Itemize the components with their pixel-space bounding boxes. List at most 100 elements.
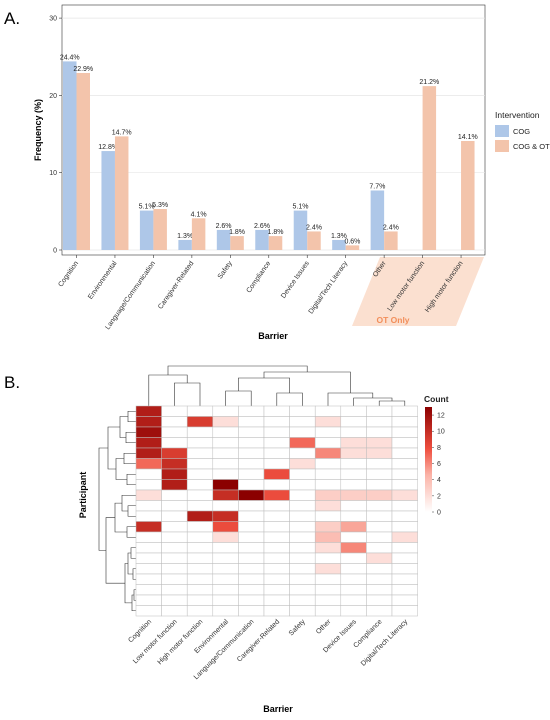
bar-cog-device-issues bbox=[293, 210, 308, 250]
heatmap-cell bbox=[314, 573, 342, 585]
dendrogram-branch bbox=[132, 568, 136, 580]
heatmap-cell bbox=[186, 500, 214, 512]
heatmap-cell bbox=[186, 573, 214, 585]
bar-cog-ot-caregiver-related bbox=[191, 218, 206, 250]
x-tick-label-digital-tech-literacy: Digital/Tech Literacy bbox=[308, 260, 350, 316]
heatmap-cell bbox=[366, 416, 393, 428]
heatmap-cell bbox=[314, 542, 342, 554]
dendrogram-branch bbox=[127, 552, 133, 575]
x-tick-label-compliance: Compliance bbox=[245, 260, 272, 294]
heatmap-cell bbox=[212, 605, 239, 617]
heatmap-cell bbox=[135, 542, 162, 554]
ot-only-label: OT Only bbox=[376, 315, 409, 325]
heatmap-cell bbox=[212, 542, 239, 554]
dendrogram-branch bbox=[263, 371, 351, 393]
heatmap-cell bbox=[212, 405, 239, 417]
heatmap-cell bbox=[263, 552, 290, 564]
heatmap-cell bbox=[161, 510, 188, 522]
heatmap-cell bbox=[366, 437, 393, 449]
heatmap-cell bbox=[314, 468, 342, 480]
heatmap-cell bbox=[263, 521, 290, 533]
heatmap-cell bbox=[135, 563, 162, 575]
heatmap-cell bbox=[391, 605, 418, 617]
heatmap-cell bbox=[263, 584, 290, 596]
heatmap-cell bbox=[289, 426, 316, 438]
heatmap-cell bbox=[289, 437, 316, 449]
dendrogram-branch bbox=[126, 473, 136, 486]
heatmap-cell bbox=[161, 437, 188, 449]
heatmap-cell bbox=[186, 542, 214, 554]
dendrogram-branch bbox=[167, 365, 308, 375]
heatmap-cell bbox=[391, 479, 418, 491]
heatmap-cell bbox=[186, 552, 214, 564]
heatmap-cell bbox=[391, 458, 418, 470]
data-label: 4.1% bbox=[191, 211, 207, 218]
bar-cog-environmental bbox=[101, 151, 115, 250]
heatmap-cell bbox=[340, 563, 367, 575]
plot-b-xlabel: Barrier bbox=[263, 704, 293, 714]
x-tick-label-cognition: Cognition bbox=[57, 260, 80, 288]
heatmap-cell bbox=[212, 479, 239, 491]
heatmap-cell bbox=[391, 468, 418, 480]
plot-a-bars: 24.4%22.9%12.8%14.7%5.1%5.3%1.3%4.1%2.6%… bbox=[60, 54, 478, 251]
heatmap-cell bbox=[289, 447, 316, 459]
data-label: 2.6% bbox=[254, 223, 270, 230]
heatmap-col-label-cognition: Cognition bbox=[127, 618, 153, 644]
heatmap-cell bbox=[340, 437, 367, 449]
plot-b-ylabel: Participant bbox=[78, 472, 88, 519]
dendrogram-branch bbox=[119, 416, 128, 438]
data-label: 24.4% bbox=[60, 54, 80, 61]
heatmap-cell bbox=[135, 437, 162, 449]
heatmap-cell bbox=[186, 531, 214, 543]
heatmap-cell bbox=[186, 447, 214, 459]
y-tick-label: 30 bbox=[49, 16, 57, 23]
legend-label-cog-ot: COG & OT bbox=[513, 142, 550, 151]
heatmap-cell bbox=[212, 531, 239, 543]
dendrogram-branch bbox=[276, 392, 303, 406]
heatmap-cell bbox=[263, 416, 290, 428]
heatmap-cell bbox=[340, 573, 367, 585]
bar-cog-ot-compliance bbox=[268, 236, 283, 250]
colorbar-tick-label: 0 bbox=[437, 510, 441, 517]
bar-cog-ot-device-issues bbox=[307, 231, 321, 250]
heatmap-cell bbox=[340, 510, 367, 522]
dendrogram-branch bbox=[327, 392, 374, 406]
heatmap-cell bbox=[366, 563, 393, 575]
heatmap-cell bbox=[263, 594, 290, 606]
heatmap-cell bbox=[314, 416, 342, 428]
data-label: 22.9% bbox=[73, 66, 93, 73]
data-label: 2.6% bbox=[216, 223, 232, 230]
heatmap-cell bbox=[366, 500, 393, 512]
heatmap-cell bbox=[212, 447, 239, 459]
y-tick-label: 10 bbox=[49, 170, 57, 177]
heatmap-cell bbox=[135, 416, 162, 428]
heatmap-cell bbox=[391, 573, 418, 585]
heatmap-cell bbox=[238, 552, 265, 564]
heatmap-cell bbox=[340, 605, 367, 617]
heatmap-cell bbox=[161, 521, 188, 533]
heatmap-cell bbox=[366, 605, 393, 617]
heatmap-cell bbox=[263, 479, 290, 491]
heatmap-cell bbox=[340, 468, 367, 480]
data-label: 14.7% bbox=[112, 129, 132, 136]
heatmap-cell bbox=[186, 458, 214, 470]
heatmap-cell bbox=[391, 510, 418, 522]
heatmap-cell bbox=[212, 563, 239, 575]
heatmap-cell bbox=[161, 458, 188, 470]
ot-only-band bbox=[352, 257, 484, 326]
heatmap-cell bbox=[238, 468, 265, 480]
colorbar-tick-label: 8 bbox=[437, 445, 441, 452]
column-dendrogram bbox=[148, 365, 406, 406]
heatmap-cell bbox=[135, 521, 162, 533]
x-tick-label-safety: Safety bbox=[217, 260, 234, 281]
heatmap-cell bbox=[289, 521, 316, 533]
heatmap-cell bbox=[212, 458, 239, 470]
heatmap-cell bbox=[238, 479, 265, 491]
bar-cog-caregiver-related bbox=[178, 239, 192, 250]
heatmap-cell bbox=[314, 426, 342, 438]
heatmap-cell bbox=[238, 542, 265, 554]
heatmap-cell bbox=[161, 500, 188, 512]
